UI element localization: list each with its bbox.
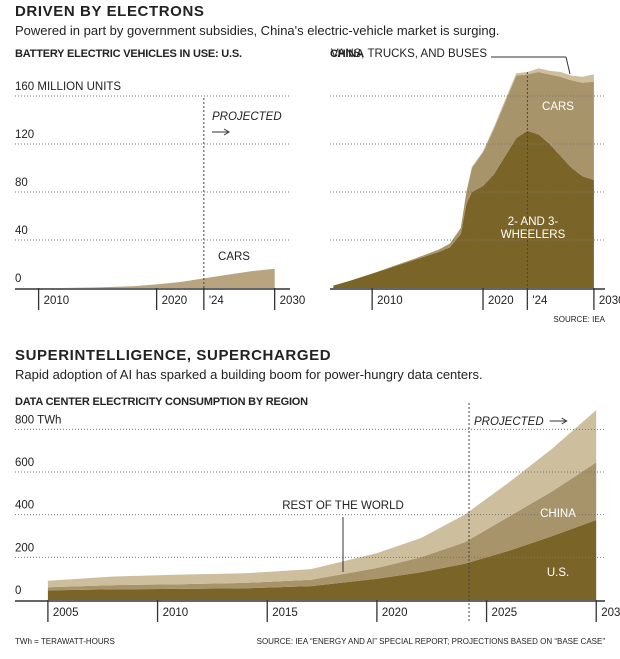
source: SOURCE: IEA	[553, 315, 605, 324]
y-tick-label: 400	[15, 500, 34, 512]
area	[47, 410, 597, 588]
series-label: CHINA	[540, 508, 576, 520]
x-tick-label: 2020	[382, 607, 408, 619]
x-tick-label: 2025	[492, 607, 518, 619]
projected-label: PROJECTED	[212, 111, 282, 123]
y-tick-label: 800 TWh	[15, 414, 61, 426]
area	[47, 520, 597, 600]
y-tick-label: 0	[15, 585, 21, 597]
x-tick-label: 2015	[272, 607, 298, 619]
y-tick-label: 120	[15, 129, 34, 141]
chart-title: CHINA	[330, 48, 364, 60]
x-tick-label: 2010	[377, 295, 403, 307]
y-tick-label: 80	[15, 177, 28, 189]
source: SOURCE: IEA “ENERGY AND AI” SPECIAL REPO…	[257, 637, 606, 646]
y-tick-label: 40	[15, 225, 28, 237]
y-tick-label: 200	[15, 542, 34, 554]
arrow-head	[561, 417, 568, 425]
y-tick-label: 600	[15, 457, 34, 469]
x-tick-label: 2030	[601, 607, 620, 619]
heading: DRIVEN BY ELECTRONS	[15, 3, 204, 20]
note: TWh = TERAWATT-HOURS	[15, 637, 115, 646]
x-tick-label: 2020	[162, 295, 188, 307]
heading: SUPERINTELLIGENCE, SUPERCHARGED	[15, 347, 331, 364]
series-label: CARS	[218, 251, 250, 263]
series-label: CARS	[542, 101, 574, 113]
area	[47, 462, 597, 591]
chart-title: BATTERY ELECTRIC VEHICLES IN USE: U.S.	[15, 48, 242, 60]
x-tick-label: 2020	[488, 295, 514, 307]
x-tick-label: 2030	[599, 295, 620, 307]
series-label: 2- AND 3-WHEELERS	[500, 216, 566, 241]
x-tick-label: 2005	[53, 607, 79, 619]
series-label: VANS, TRUCKS, AND BUSES	[331, 48, 487, 60]
projected-label: PROJECTED	[474, 416, 544, 428]
chart-title: DATA CENTER ELECTRICITY CONSUMPTION BY R…	[15, 396, 308, 408]
subtitle: Rapid adoption of AI has sparked a build…	[15, 367, 483, 382]
area	[62, 268, 275, 288]
area	[333, 72, 594, 286]
arrow-head	[223, 128, 230, 136]
series-label: U.S.	[547, 567, 569, 579]
area	[333, 130, 594, 288]
x-tick-label: 2030	[280, 295, 306, 307]
x-tick-label: 2010	[44, 295, 70, 307]
x-tick-label: 2010	[163, 607, 189, 619]
y-tick-label: 160 MILLION UNITS	[15, 81, 121, 93]
subtitle: Powered in part by government subsidies,…	[15, 23, 499, 38]
leader-line	[565, 56, 571, 75]
y-tick-label: 0	[15, 273, 21, 285]
x-tick-label: '24	[209, 295, 225, 307]
x-tick-label: '24	[532, 295, 548, 307]
series-label: REST OF THE WORLD	[282, 500, 404, 512]
